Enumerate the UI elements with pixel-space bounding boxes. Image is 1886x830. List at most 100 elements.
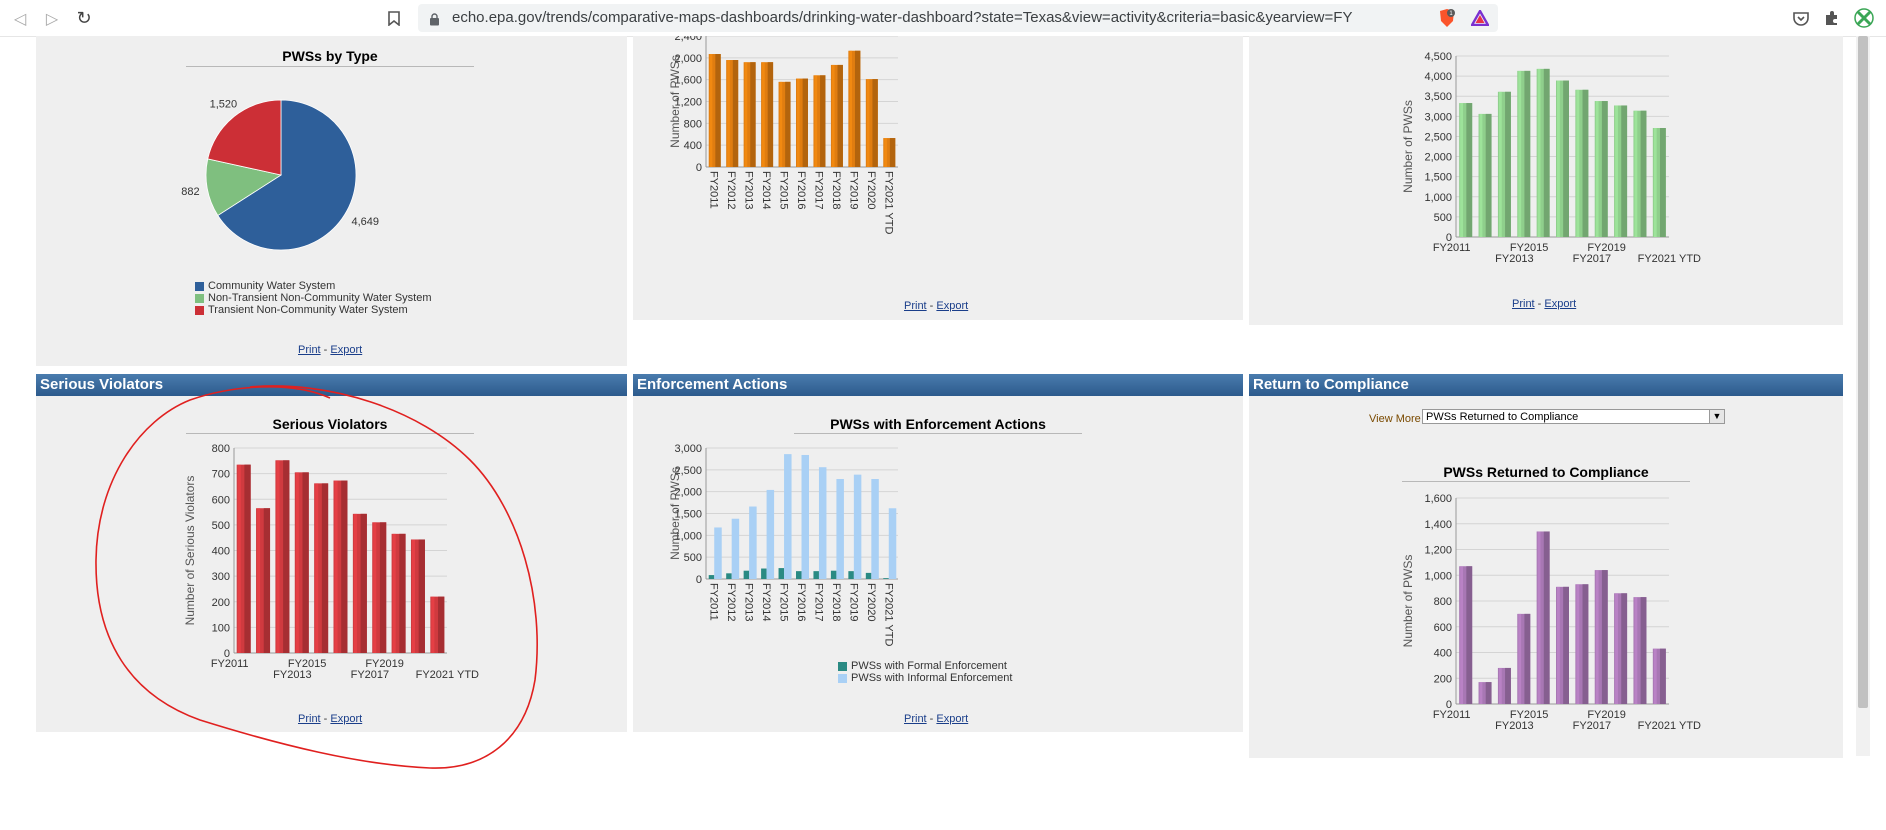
y-tick-label: 200	[1434, 673, 1452, 685]
y-tick-label: 500	[684, 552, 702, 564]
bar-highlight	[1576, 584, 1580, 704]
bar-highlight	[431, 596, 435, 653]
address-bar[interactable]	[418, 4, 1498, 32]
export-link[interactable]: Export	[330, 713, 363, 725]
print-link[interactable]: Print	[1512, 298, 1535, 310]
bar	[853, 474, 862, 579]
bar-highlight	[1460, 103, 1464, 237]
bar-shade	[244, 464, 251, 653]
bar-shade	[341, 480, 348, 653]
y-tick-label: 0	[696, 574, 702, 586]
print-link[interactable]: Print	[904, 300, 927, 312]
bar	[848, 571, 854, 579]
bar-highlight	[744, 62, 748, 168]
bar-highlight	[1634, 597, 1638, 704]
bar-shade	[889, 138, 896, 167]
x-tick-label: FY2017	[1573, 253, 1612, 265]
bar-highlight	[257, 508, 261, 653]
profile-avatar-icon[interactable]	[1854, 8, 1874, 28]
x-tick-label: FY2015	[778, 171, 790, 210]
bar-highlight	[1653, 648, 1657, 704]
bar-highlight	[1615, 593, 1618, 704]
extensions-icon[interactable]	[1822, 8, 1842, 28]
scrollbar-thumb[interactable]	[1858, 36, 1868, 708]
bar	[801, 454, 809, 579]
export-link[interactable]: Export	[936, 300, 969, 312]
bar-shade	[360, 513, 367, 653]
x-tick-label: FY2011	[1433, 242, 1471, 254]
pie-slice	[217, 99, 357, 251]
x-tick-label: FY2021 YTD	[882, 583, 894, 646]
pocket-icon[interactable]	[1791, 8, 1811, 28]
bar-highlight	[1498, 667, 1502, 704]
bar-chart-top-middle: 0 400 800 1,200 1,600 2,000 2,400 Number of PWS…	[668, 36, 898, 234]
brave-shields-icon[interactable]: 1	[1437, 8, 1457, 28]
export-link[interactable]: Export	[936, 713, 969, 725]
view-more-select[interactable]: PWSs Returned to Compliance ▼	[1422, 409, 1725, 424]
select-value: PWSs Returned to Compliance	[1426, 411, 1579, 423]
x-tick-label: FY2013	[1495, 720, 1534, 732]
bar-highlight	[1460, 566, 1464, 704]
pie-slice	[205, 158, 283, 217]
y-tick-label: 2,000	[674, 487, 702, 499]
bar-shade	[1601, 101, 1608, 237]
bar-shade	[1466, 566, 1473, 704]
pie-value-label: 4,649	[351, 216, 379, 228]
reload-icon[interactable]: ↻	[76, 7, 92, 29]
y-tick-label: 2,500	[1424, 131, 1452, 143]
y-tick-label: 3,500	[1424, 91, 1452, 103]
pie-legend: Community Water System Non-Transient Non…	[195, 280, 432, 316]
legend-item: Community Water System	[195, 280, 432, 292]
legend-item: Transient Non-Community Water System	[195, 304, 432, 316]
export-link[interactable]: Export	[1544, 298, 1577, 310]
bar-shade	[1524, 613, 1531, 704]
bar	[731, 518, 740, 579]
title-underline	[186, 66, 474, 67]
legend-swatch	[838, 661, 847, 671]
bar-highlight	[1537, 68, 1541, 237]
x-tick-label: FY2021 YTD	[1638, 720, 1701, 732]
chevron-down-icon[interactable]: ▼	[1709, 410, 1724, 423]
bar-highlight	[866, 79, 870, 167]
title-underline	[1402, 481, 1690, 482]
url-text[interactable]: echo.epa.gov/trends/comparative-maps-das…	[452, 9, 1353, 26]
bar-shade	[418, 539, 425, 653]
bar-shade	[1543, 531, 1550, 704]
y-tick-label: 100	[212, 622, 230, 634]
bar-shade	[1563, 80, 1569, 237]
print-link[interactable]: Print	[298, 344, 321, 356]
legend-label: Community Water System	[208, 280, 336, 292]
x-tick-label: FY2011	[211, 658, 249, 670]
y-tick-label: 700	[212, 469, 230, 481]
pie-slice	[207, 99, 282, 176]
bar-highlight	[1518, 613, 1522, 704]
bar-highlight	[1537, 531, 1541, 704]
bar-highlight	[727, 60, 730, 168]
legend-swatch	[195, 293, 204, 303]
x-tick-label: FY2012	[725, 171, 737, 210]
print-link[interactable]: Print	[904, 713, 927, 725]
bar-highlight	[1615, 105, 1618, 238]
x-tick-label: FY2011	[708, 171, 720, 209]
y-tick-label: 800	[684, 118, 702, 130]
export-link[interactable]: Export	[330, 344, 363, 356]
bar-shade	[379, 522, 387, 653]
legend-swatch	[195, 305, 204, 315]
back-icon[interactable]: ◁	[13, 8, 27, 28]
bar-highlight	[1576, 89, 1580, 237]
y-tick-label: 600	[212, 494, 230, 506]
bookmark-icon[interactable]	[382, 6, 406, 30]
bar-shade	[837, 64, 843, 167]
bar-shade	[1505, 91, 1511, 237]
print-link[interactable]: Print	[298, 713, 321, 725]
x-tick-label: FY2013	[273, 669, 312, 681]
x-tick-label: FY2015	[1510, 242, 1549, 254]
bar-highlight	[1634, 110, 1638, 237]
x-tick-label: FY2019	[365, 658, 404, 670]
bar-highlight	[392, 533, 396, 653]
forward-icon[interactable]: ▷	[45, 8, 59, 28]
bar-highlight	[849, 50, 853, 167]
bar-highlight	[1595, 570, 1599, 704]
brave-rewards-icon[interactable]	[1470, 8, 1490, 28]
